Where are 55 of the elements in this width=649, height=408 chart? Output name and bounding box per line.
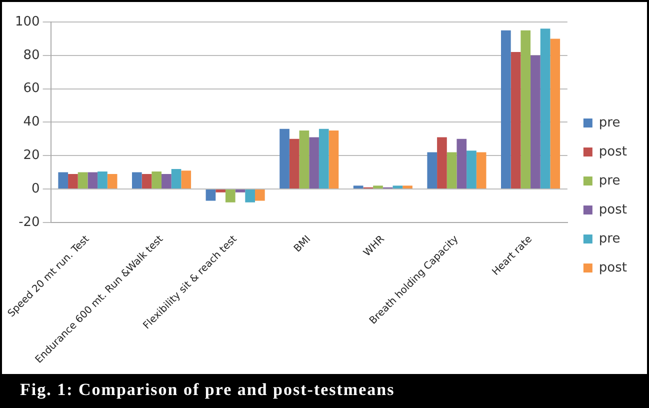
bar xyxy=(402,186,412,189)
bar xyxy=(152,171,162,189)
bar xyxy=(58,172,68,189)
bar xyxy=(466,150,476,189)
bar xyxy=(427,152,438,189)
bar xyxy=(392,186,403,189)
bar xyxy=(353,186,364,189)
bar xyxy=(530,55,540,189)
bar xyxy=(280,128,290,189)
bar xyxy=(520,30,531,189)
legend-label: post xyxy=(598,144,627,160)
bar xyxy=(88,172,98,189)
bar xyxy=(373,186,383,189)
bar xyxy=(225,190,236,202)
legend-label: post xyxy=(598,202,627,218)
bar xyxy=(446,152,457,189)
bar xyxy=(181,170,192,189)
y-tick-label: 40 xyxy=(23,114,40,130)
bar xyxy=(255,190,265,201)
bar xyxy=(309,137,319,189)
bar xyxy=(550,38,560,189)
bar xyxy=(456,138,467,189)
bar xyxy=(78,172,88,189)
bar xyxy=(132,172,142,189)
bar xyxy=(510,52,521,189)
bar xyxy=(68,174,78,189)
legend-label: post xyxy=(598,260,627,276)
y-tick-label: 60 xyxy=(23,81,40,96)
legend-label: pre xyxy=(598,231,620,246)
bar xyxy=(216,190,226,192)
bar xyxy=(162,174,172,189)
bar xyxy=(245,190,255,202)
bar xyxy=(328,130,339,189)
legend-label: pre xyxy=(598,115,620,130)
bar xyxy=(501,30,511,189)
bar xyxy=(98,171,108,189)
bar xyxy=(107,174,118,189)
bar xyxy=(318,128,329,189)
bar xyxy=(540,28,550,189)
bar xyxy=(289,138,300,189)
bar xyxy=(142,174,152,189)
bar xyxy=(171,168,182,189)
y-tick-label: 100 xyxy=(14,14,40,30)
bar xyxy=(476,152,486,189)
y-tick-label: 80 xyxy=(23,48,40,63)
bar xyxy=(235,190,246,192)
bar xyxy=(437,137,447,189)
caption: Fig. 1: Comparison of pre and post-testmeans xyxy=(2,374,647,406)
y-tick-label: 0 xyxy=(32,181,40,196)
y-tick-label: 20 xyxy=(23,148,40,163)
x-tick-label: BMI xyxy=(292,234,314,255)
bar xyxy=(299,130,310,189)
y-tick-label: -20 xyxy=(18,214,40,230)
legend-label: pre xyxy=(598,173,620,188)
bar xyxy=(206,190,216,201)
